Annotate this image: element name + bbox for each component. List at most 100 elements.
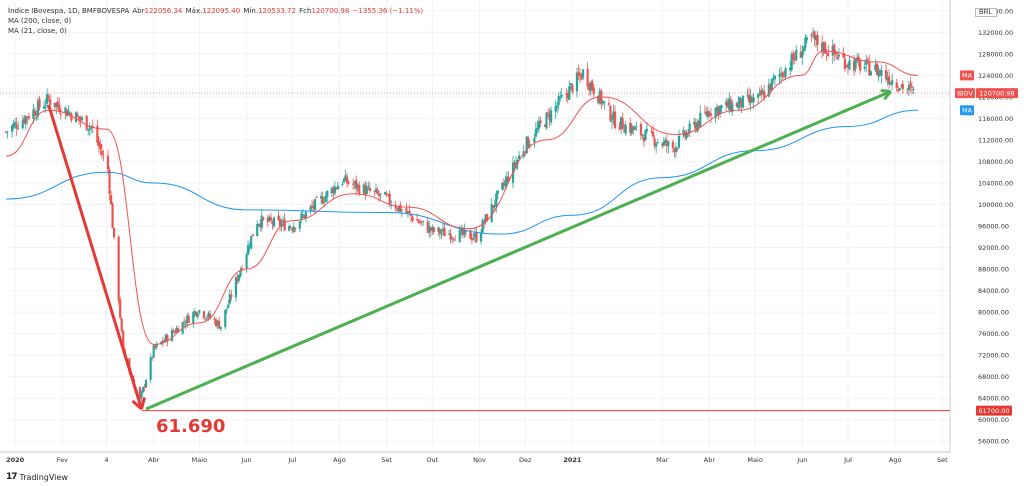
candle-body — [336, 185, 340, 190]
candle-body — [65, 109, 69, 117]
red-arrow-head — [140, 396, 146, 410]
candle-body — [44, 105, 47, 107]
candle-body — [303, 214, 306, 219]
y-tick-label: 116000.00 — [978, 115, 1013, 123]
candle-body — [621, 118, 624, 130]
candle-body — [460, 229, 463, 231]
candle-body — [170, 329, 174, 342]
candle-body — [761, 90, 764, 95]
x-tick-label: Abr — [148, 456, 160, 464]
x-tick-label: Dez — [519, 456, 532, 464]
candle-body — [880, 70, 883, 76]
candle-body — [213, 318, 216, 321]
candle-body — [717, 106, 720, 116]
candle-body — [304, 211, 308, 218]
candle-body — [793, 58, 796, 61]
candle-body — [10, 125, 14, 132]
candle-body — [195, 311, 198, 316]
candle-body — [565, 94, 568, 95]
candle-body — [449, 233, 452, 240]
candle-body — [67, 111, 70, 115]
x-tick-label: Jun — [796, 456, 807, 464]
candle-body — [868, 61, 871, 76]
candle-body — [609, 106, 612, 121]
candle-body — [207, 312, 210, 318]
candle-body — [141, 386, 145, 393]
candle-body — [17, 128, 20, 130]
candle-body — [451, 237, 454, 239]
candle-body — [784, 68, 787, 77]
candle-body — [237, 274, 241, 281]
candle-body — [575, 72, 579, 92]
candle-body — [601, 100, 604, 104]
candle-body — [27, 116, 30, 119]
candle-body — [699, 112, 702, 127]
red-arrow-line — [47, 104, 143, 410]
candle-body — [814, 35, 818, 41]
candle-body — [352, 184, 355, 185]
candle-body — [484, 214, 487, 223]
tradingview-footer[interactable]: 17 TradingView — [6, 472, 68, 482]
candle-body — [833, 44, 836, 54]
candle-body — [810, 35, 813, 36]
candle-body — [347, 181, 350, 184]
candle-body — [458, 230, 461, 242]
candle-body — [342, 178, 346, 183]
candle-body — [38, 99, 41, 108]
candle-body — [161, 340, 164, 343]
candle-body — [559, 96, 562, 99]
candle-body — [70, 113, 73, 121]
y-tick-label: 68000.00 — [978, 373, 1009, 381]
candle-body — [790, 54, 793, 71]
candle-body — [673, 148, 676, 153]
y-tick-label: 72000.00 — [978, 352, 1009, 360]
candle-body — [852, 61, 856, 71]
candle-body — [588, 84, 591, 90]
candle-body — [525, 136, 528, 154]
candle-body — [298, 221, 301, 229]
candle-body — [219, 326, 222, 330]
candle-body — [176, 328, 180, 333]
candle-body — [119, 299, 122, 318]
candle-body — [173, 331, 177, 333]
candle-body — [731, 103, 734, 113]
candle-body — [415, 219, 419, 221]
candle-body — [262, 217, 265, 219]
candle-body — [374, 188, 378, 192]
y-tick-label: 76000.00 — [978, 330, 1009, 338]
candle-body — [554, 105, 557, 112]
candle-body — [245, 254, 248, 269]
candle-body — [426, 221, 429, 233]
candle-body — [878, 70, 882, 74]
candle-body — [898, 88, 901, 91]
candle-body — [26, 116, 29, 118]
candle-body — [557, 96, 560, 105]
x-tick-label: 4 — [104, 456, 108, 464]
candle-body — [46, 94, 49, 104]
candle-body — [603, 101, 606, 103]
candle-body — [74, 112, 78, 123]
candle-body — [539, 120, 542, 124]
candle-body — [23, 118, 26, 123]
candle-body — [301, 214, 305, 216]
candle-body — [166, 335, 169, 342]
candle-body — [390, 205, 393, 206]
candle-body — [650, 131, 653, 132]
candle-body — [738, 97, 741, 104]
candle-body — [811, 33, 815, 35]
legend-ma21: MA (21, close, 0) — [8, 27, 67, 35]
candle-body — [845, 65, 848, 67]
candle-body — [843, 58, 847, 70]
candle-body — [493, 205, 496, 207]
candle-body — [320, 195, 323, 199]
candle-body — [568, 86, 571, 100]
candle-body — [895, 82, 898, 89]
candle-body — [323, 201, 326, 203]
candle-body — [282, 220, 285, 223]
currency-button[interactable]: BRL — [975, 8, 997, 17]
candle-body — [772, 78, 775, 80]
legend-close: 120700.98 — [311, 7, 350, 15]
y-tick-label: 100000.00 — [978, 201, 1013, 209]
candle-body — [312, 205, 315, 208]
